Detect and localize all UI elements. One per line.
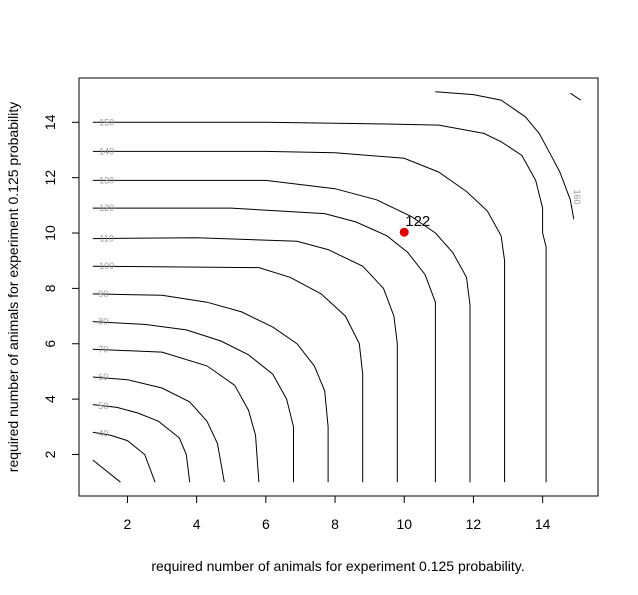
- x-tick-label-12: 12: [466, 516, 482, 532]
- contour-line-120-9: [92, 207, 436, 483]
- contour-label-110: 110: [100, 234, 114, 244]
- y-tick-label-10: 10: [42, 225, 58, 241]
- x-axis-title: required number of animals for experimen…: [151, 558, 524, 574]
- contour-label-160: 160: [572, 190, 582, 205]
- y-tick-label-12: 12: [42, 170, 58, 186]
- contour-labels: 150 140 130 120 110 100 90 80 70 60 50 40 160: [98, 117, 582, 438]
- contour-line-70-4: [92, 348, 260, 483]
- contour-line-100-7: [92, 265, 364, 483]
- contour-line-150-12: [92, 121, 547, 483]
- contour-label-120: 120: [99, 203, 114, 213]
- contour-line-40-1: [92, 431, 156, 483]
- contour-line-extra-14: [570, 92, 581, 101]
- contour-line-90-6: [92, 293, 329, 483]
- plot-frame: [78, 77, 599, 497]
- x-tick-label-4: 4: [193, 516, 201, 532]
- highlight-point: [399, 227, 409, 237]
- x-axis: 2 4 6 8 10 12 14: [124, 496, 551, 532]
- contour-label-140: 140: [99, 146, 114, 156]
- contour-line-140-11: [92, 150, 506, 483]
- contour-label-80: 80: [98, 317, 108, 327]
- y-tick-label-4: 4: [42, 395, 58, 403]
- y-tick-label-8: 8: [42, 284, 58, 292]
- y-tick-label-2: 2: [42, 450, 58, 458]
- x-tick-label-10: 10: [396, 516, 412, 532]
- contour-line-50-2: [92, 404, 191, 483]
- x-tick-label-6: 6: [262, 516, 270, 532]
- contour-label-130: 130: [99, 175, 114, 185]
- y-axis-title: required number of animals for experimen…: [5, 102, 21, 472]
- contour-label-100: 100: [99, 261, 114, 271]
- highlight-point-label: 122: [405, 213, 430, 230]
- y-axis: 2 4 6 8 10 12 14: [42, 114, 79, 458]
- contour-label-70: 70: [98, 344, 108, 354]
- contour-line-160-13: [435, 91, 575, 220]
- x-tick-label-2: 2: [124, 516, 132, 532]
- x-tick-label-14: 14: [535, 516, 551, 532]
- y-tick-label-6: 6: [42, 340, 58, 348]
- y-tick-label-14: 14: [42, 114, 58, 130]
- contour-line-40-0: [92, 459, 121, 483]
- contour-label-150: 150: [99, 117, 114, 127]
- contour-line-110-8: [92, 237, 398, 483]
- contour-line-60-3: [92, 376, 225, 483]
- contour-label-50: 50: [98, 401, 108, 411]
- contour-lines: [92, 91, 581, 483]
- contour-label-40: 40: [98, 429, 108, 439]
- contour-label-60: 60: [98, 372, 108, 382]
- contour-line-80-5: [92, 321, 294, 483]
- contour-line-130-10: [92, 179, 471, 483]
- x-tick-label-8: 8: [331, 516, 339, 532]
- highlight-point-group: 122: [399, 213, 430, 237]
- contour-label-90: 90: [98, 289, 108, 299]
